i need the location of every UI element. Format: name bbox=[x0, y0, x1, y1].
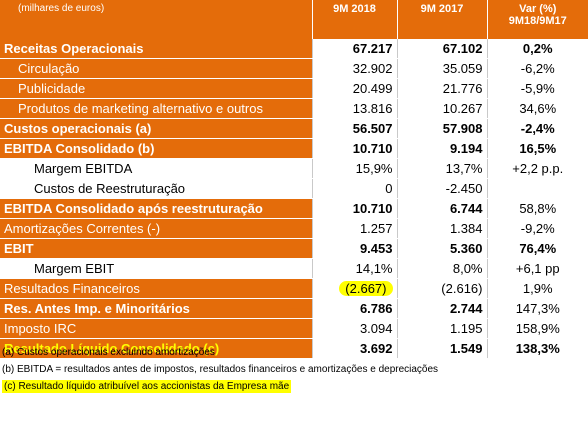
cell-9m2017: 8,0% bbox=[396, 258, 487, 279]
table-row: Resultados Financeiros (2.667) (2.616) 1… bbox=[0, 278, 588, 299]
cell-9m2018: 0 bbox=[311, 178, 397, 199]
cell-var: -6,2% bbox=[486, 58, 588, 79]
cell-9m2017: 13,7% bbox=[396, 158, 487, 179]
cell-9m2018: 3.692 bbox=[311, 338, 397, 359]
cell-var: +6,1 pp bbox=[486, 258, 588, 279]
cell-9m2018: 15,9% bbox=[311, 158, 397, 179]
cell-9m2018: 1.257 bbox=[311, 218, 397, 239]
cell-9m2017: 10.267 bbox=[396, 98, 487, 119]
table-row: Res. Antes Imp. e Minoritários 6.786 2.7… bbox=[0, 298, 588, 319]
row-label: Publicidade bbox=[0, 78, 312, 99]
cell-var: 76,4% bbox=[486, 238, 588, 259]
row-label: Receitas Operacionais bbox=[0, 39, 312, 59]
cell-9m2018: 9.453 bbox=[311, 238, 397, 259]
highlight-circle: (2.667) bbox=[339, 281, 393, 296]
row-label: Resultado Líquido Consolidado (c) bbox=[0, 338, 312, 359]
footnote-a: (a) Custos operacionais excluindo amorti… bbox=[2, 347, 215, 358]
row-label: Res. Antes Imp. e Minoritários bbox=[0, 298, 312, 319]
cell-9m2017: 57.908 bbox=[396, 118, 487, 139]
cell-var bbox=[486, 178, 588, 199]
cell-9m2017: 1.195 bbox=[396, 318, 487, 339]
row-label: EBIT bbox=[0, 238, 312, 259]
table-row: Amortizações Correntes (-) 1.257 1.384 -… bbox=[0, 218, 588, 239]
cell-var: 58,8% bbox=[486, 198, 588, 219]
cell-9m2018: 3.094 bbox=[311, 318, 397, 339]
cell-var: -5,9% bbox=[486, 78, 588, 99]
cell-9m2018: 10.710 bbox=[311, 138, 397, 159]
cell-9m2017: 35.059 bbox=[396, 58, 487, 79]
table-row: Publicidade 20.499 21.776 -5,9% bbox=[0, 78, 588, 99]
row-label: Custos operacionais (a) bbox=[0, 118, 312, 139]
units-label: (milhares de euros) bbox=[0, 0, 312, 39]
footnote-b: (b) EBITDA = resultados antes de imposto… bbox=[2, 364, 439, 375]
cell-9m2018: 6.786 bbox=[311, 298, 397, 319]
row-label: Margem EBIT bbox=[0, 258, 312, 279]
cell-9m2017: (2.616) bbox=[396, 278, 487, 299]
row-label: Margem EBITDA bbox=[0, 158, 312, 179]
table-row: Receitas Operacionais 67.217 67.102 0,2% bbox=[0, 39, 588, 59]
table-row: EBITDA Consolidado (b) 10.710 9.194 16,5… bbox=[0, 138, 588, 159]
cell-var: 34,6% bbox=[486, 98, 588, 119]
table-row: Margem EBIT 14,1% 8,0% +6,1 pp bbox=[0, 258, 588, 279]
table-row: Margem EBITDA 15,9% 13,7% +2,2 p.p. bbox=[0, 158, 588, 179]
row-label: Imposto IRC bbox=[0, 318, 312, 339]
cell-var: -9,2% bbox=[486, 218, 588, 239]
cell-var: 138,3% bbox=[486, 338, 588, 359]
row-label: Amortizações Correntes (-) bbox=[0, 218, 312, 239]
table-row: Custos de Reestruturação 0 -2.450 bbox=[0, 178, 588, 199]
table-row: Produtos de marketing alternativo e outr… bbox=[0, 98, 588, 119]
table-row: Resultado Líquido Consolidado (c) 3.692 … bbox=[0, 338, 588, 359]
cell-9m2018: 20.499 bbox=[311, 78, 397, 99]
row-label: Custos de Reestruturação bbox=[0, 178, 312, 199]
cell-9m2017: 9.194 bbox=[396, 138, 487, 159]
cell-9m2018: 14,1% bbox=[311, 258, 397, 279]
financial-table: (milhares de euros) 9M 2018 9M 2017 Var … bbox=[0, 0, 588, 359]
cell-9m2018: 67.217 bbox=[311, 39, 397, 59]
row-label: EBITDA Consolidado (b) bbox=[0, 138, 312, 159]
cell-9m2017: 1.384 bbox=[396, 218, 487, 239]
cell-9m2017: 1.549 bbox=[396, 338, 487, 359]
col-9m2017: 9M 2017 bbox=[396, 0, 487, 39]
cell-var: 0,2% bbox=[486, 39, 588, 59]
row-label: EBITDA Consolidado após reestruturação bbox=[0, 198, 312, 219]
cell-var: 158,9% bbox=[486, 318, 588, 339]
cell-9m2018: 56.507 bbox=[311, 118, 397, 139]
table-row: EBIT 9.453 5.360 76,4% bbox=[0, 238, 588, 259]
cell-9m2018: 10.710 bbox=[311, 198, 397, 219]
cell-var: 147,3% bbox=[486, 298, 588, 319]
footnote-c-text: (c) Resultado líquido atribuível aos acc… bbox=[2, 380, 292, 393]
cell-9m2017: 21.776 bbox=[396, 78, 487, 99]
cell-9m2018: (2.667) bbox=[311, 278, 397, 299]
table-row: Circulação 32.902 35.059 -6,2% bbox=[0, 58, 588, 79]
cell-9m2017: 2.744 bbox=[396, 298, 487, 319]
row-label: Circulação bbox=[0, 58, 312, 79]
table-row: Custos operacionais (a) 56.507 57.908 -2… bbox=[0, 118, 588, 139]
cell-9m2018: 13.816 bbox=[311, 98, 397, 119]
cell-var: 1,9% bbox=[486, 278, 588, 299]
table-header: (milhares de euros) 9M 2018 9M 2017 Var … bbox=[0, 0, 588, 39]
cell-var: 16,5% bbox=[486, 138, 588, 159]
col-var-line1: Var (%) bbox=[519, 3, 557, 15]
cell-9m2017: 5.360 bbox=[396, 238, 487, 259]
col-9m2018: 9M 2018 bbox=[311, 0, 397, 39]
cell-9m2017: 6.744 bbox=[396, 198, 487, 219]
cell-9m2018: 32.902 bbox=[311, 58, 397, 79]
footnote-c: (c) Resultado líquido atribuível aos acc… bbox=[2, 378, 438, 395]
row-label: Resultados Financeiros bbox=[0, 278, 312, 299]
row-label: Produtos de marketing alternativo e outr… bbox=[0, 98, 312, 119]
table-row: EBITDA Consolidado após reestruturação 1… bbox=[0, 198, 588, 219]
col-var-line2: 9M18/9M17 bbox=[508, 15, 567, 27]
cell-9m2017: -2.450 bbox=[396, 178, 487, 199]
table-row: Imposto IRC 3.094 1.195 158,9% bbox=[0, 318, 588, 339]
cell-var: +2,2 p.p. bbox=[486, 158, 588, 179]
cell-var: -2,4% bbox=[486, 118, 588, 139]
footnotes: (a) Custos operacionais excluindo amorti… bbox=[2, 344, 438, 395]
cell-9m2017: 67.102 bbox=[396, 39, 487, 59]
col-var: Var (%) 9M18/9M17 bbox=[486, 0, 588, 39]
